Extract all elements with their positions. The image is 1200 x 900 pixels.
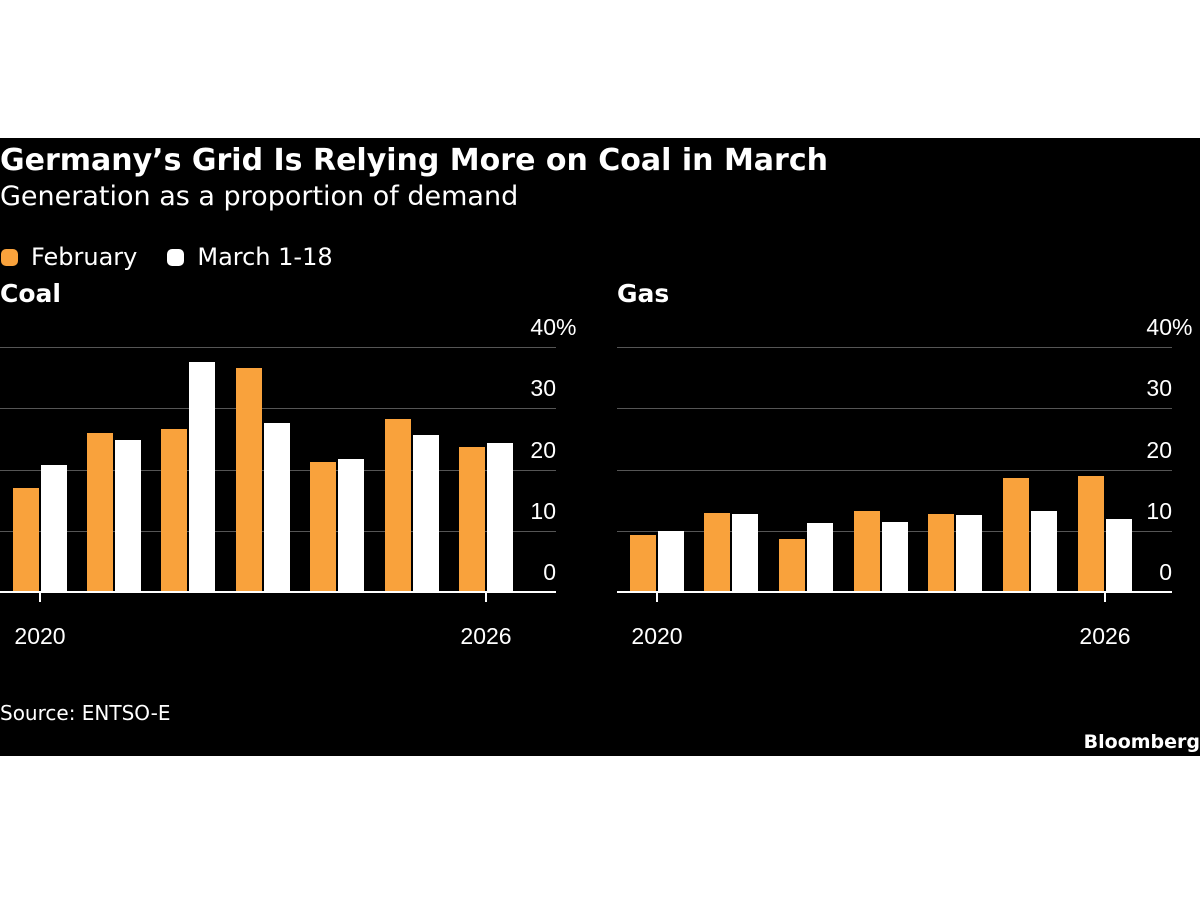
y-tick-label-40: 40% — [530, 314, 577, 340]
bloomberg-logo: Bloomberg — [1083, 731, 1200, 753]
gridline-40 — [0, 347, 556, 348]
gas-bar-february-2022 — [779, 539, 805, 592]
coal-bar-february-2020 — [13, 488, 39, 592]
x-tick-2026 — [1104, 593, 1106, 602]
coal-bar-march-2021 — [115, 440, 141, 592]
legend-item-march: March 1-18 — [167, 243, 333, 271]
coal-bar-march-2024 — [338, 459, 364, 592]
gas-bar-february-2021 — [704, 513, 730, 592]
legend: February March 1-18 — [1, 243, 333, 271]
coal-bar-february-2025 — [385, 419, 411, 592]
coal-bar-march-2023 — [264, 423, 290, 592]
coal-bar-february-2023 — [236, 368, 262, 592]
gas-bar-march-2021 — [732, 514, 758, 592]
coal-bar-february-2021 — [87, 433, 113, 592]
y-tick-label-0: 0 — [543, 559, 556, 585]
gas-bar-february-2023 — [854, 511, 880, 592]
coal-bar-march-2025 — [413, 435, 439, 592]
percent-suffix: % — [1172, 314, 1193, 340]
gas-bar-february-2025 — [1003, 478, 1029, 592]
gas-bar-march-2020 — [658, 531, 684, 592]
y-tick-label-30: 30 — [1146, 375, 1172, 401]
gridline-20 — [617, 470, 1172, 471]
x-axis-baseline — [0, 591, 556, 593]
gas-bar-march-2024 — [956, 515, 982, 592]
coal-bar-february-2022 — [161, 429, 187, 592]
legend-label-february: February — [31, 243, 138, 271]
y-tick-label-10: 10 — [1146, 498, 1172, 524]
y-tick-label-20: 20 — [530, 437, 556, 463]
gas-bar-february-2024 — [928, 514, 954, 592]
x-tick-2020 — [39, 593, 41, 602]
y-tick-label-20: 20 — [1146, 437, 1172, 463]
february-swatch-icon — [1, 248, 18, 266]
x-tick-label-2020: 2020 — [14, 623, 66, 649]
x-tick-label-2026: 2026 — [1079, 623, 1131, 649]
y-tick-label-10: 10 — [530, 498, 556, 524]
coal-bar-march-2022 — [189, 362, 215, 592]
gas-bar-february-2020 — [630, 535, 656, 592]
gridline-40 — [617, 347, 1172, 348]
percent-suffix: % — [556, 314, 577, 340]
legend-label-march: March 1-18 — [197, 243, 333, 271]
gridline-30 — [0, 408, 556, 409]
gas-bar-march-2025 — [1031, 511, 1057, 592]
page-subtitle: Generation as a proportion of demand — [0, 181, 519, 212]
gas-bar-march-2022 — [807, 523, 833, 592]
coal-bar-february-2024 — [310, 462, 336, 592]
x-tick-2026 — [485, 593, 487, 602]
coal-bar-march-2020 — [41, 465, 67, 592]
x-axis-baseline — [617, 591, 1172, 593]
chart-panel: Germany’s Grid Is Relying More on Coal i… — [0, 138, 1200, 756]
coal-chart-title: Coal — [0, 279, 61, 308]
gas-bar-march-2023 — [882, 522, 908, 592]
y-tick-label-30: 30 — [530, 375, 556, 401]
x-tick-2020 — [656, 593, 658, 602]
legend-item-february: February — [1, 243, 137, 271]
page-title: Germany’s Grid Is Relying More on Coal i… — [0, 143, 828, 178]
gas-bar-march-2026 — [1106, 519, 1132, 592]
y-tick-label-40: 40% — [1146, 314, 1193, 340]
coal-bar-february-2026 — [459, 447, 485, 592]
gas-chart-title: Gas — [617, 279, 670, 308]
gridline-30 — [617, 408, 1172, 409]
march-swatch-icon — [167, 248, 185, 266]
source-note: Source: ENTSO-E — [0, 701, 171, 725]
x-tick-label-2020: 2020 — [631, 623, 683, 649]
y-tick-label-0: 0 — [1159, 559, 1172, 585]
gas-bar-february-2026 — [1078, 476, 1104, 592]
x-tick-label-2026: 2026 — [460, 623, 512, 649]
coal-bar-march-2026 — [487, 443, 513, 592]
